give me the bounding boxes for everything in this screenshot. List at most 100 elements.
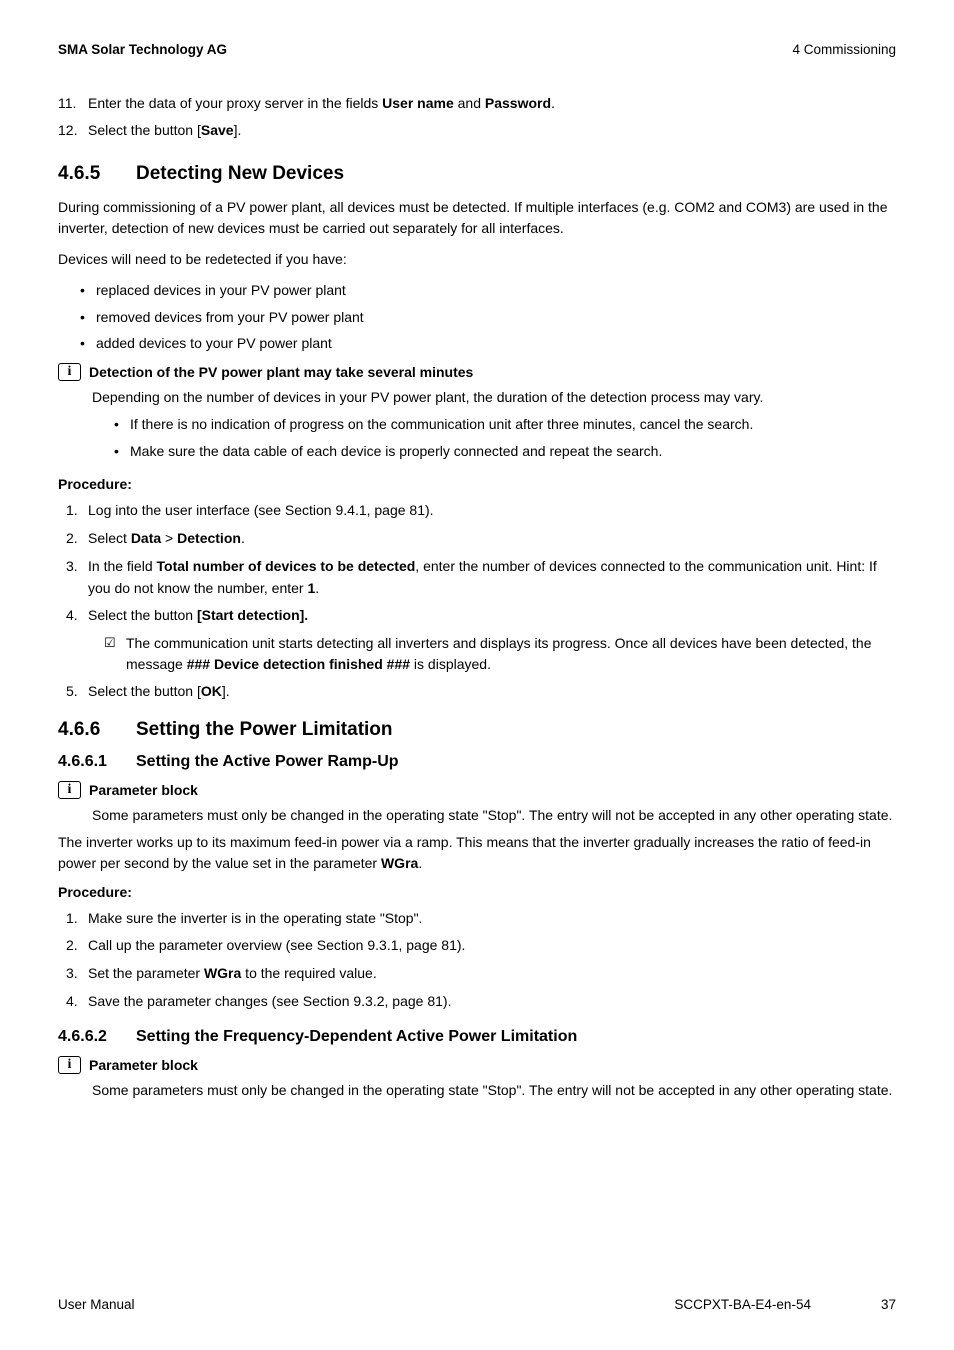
- heading-466: 4.6.6Setting the Power Limitation: [58, 719, 896, 741]
- text: Select: [88, 530, 131, 546]
- section-number: 4.6.6.1: [58, 753, 136, 771]
- list-item: 12. Select the button [Save].: [58, 120, 896, 141]
- section-title: Setting the Frequency-Dependent Active P…: [136, 1028, 577, 1045]
- list-item: added devices to your PV power plant: [80, 333, 896, 355]
- list-item: 5. Select the button [OK].: [58, 681, 896, 703]
- text-bold: ### Device detection finished ###: [187, 656, 410, 672]
- text: The inverter works up to its maximum fee…: [58, 834, 871, 871]
- text: Select the button: [88, 607, 197, 623]
- step-number: 1.: [66, 908, 78, 930]
- text-bold: OK: [201, 683, 222, 699]
- footer-left: User Manual: [58, 1297, 135, 1312]
- text-bold: WGra: [204, 965, 241, 981]
- step-number: 12.: [58, 120, 77, 141]
- list-item: removed devices from your PV power plant: [80, 307, 896, 329]
- section-title: Setting the Power Limitation: [136, 719, 393, 740]
- info-icon: i: [58, 363, 81, 381]
- footer-doc-id: SCCPXT-BA-E4-en-54: [674, 1297, 811, 1312]
- procedure-list: 1. Make sure the inverter is in the opera…: [58, 908, 896, 1013]
- text: is displayed.: [410, 656, 491, 672]
- note-body: Some parameters must only be changed in …: [92, 1080, 896, 1101]
- list-item: 1.Log into the user interface (see Secti…: [58, 500, 896, 522]
- text: Set the parameter: [88, 965, 204, 981]
- step-number: 5.: [66, 681, 78, 703]
- text: Enter the data of your proxy server in t…: [88, 95, 382, 111]
- procedure-list: 1.Log into the user interface (see Secti…: [58, 500, 896, 702]
- text-bold: Total number of devices to be detected: [157, 558, 416, 574]
- text-bold: Detection: [177, 530, 241, 546]
- list-item: 4. Select the button [Start detection]. T…: [58, 605, 896, 675]
- list-item: replaced devices in your PV power plant: [80, 280, 896, 302]
- note-body: Some parameters must only be changed in …: [92, 805, 896, 826]
- text: Save the parameter changes (see Section …: [88, 993, 451, 1009]
- text: Select the button [: [88, 122, 201, 138]
- list-item: 11. Enter the data of your proxy server …: [58, 93, 896, 114]
- info-icon: i: [58, 1056, 81, 1074]
- step-number: 3.: [66, 556, 78, 578]
- text-bold: [Start detection].: [197, 607, 308, 623]
- text: Make sure the inverter is in the operati…: [88, 910, 422, 926]
- text: to the required value.: [241, 965, 376, 981]
- section-number: 4.6.5: [58, 163, 136, 185]
- info-icon: i: [58, 781, 81, 799]
- section-number: 4.6.6: [58, 719, 136, 741]
- note-title: Detection of the PV power plant may take…: [89, 364, 473, 380]
- procedure-label: Procedure:: [58, 476, 896, 492]
- list-item: 2. Call up the parameter overview (see Se…: [58, 935, 896, 957]
- section-title: Setting the Active Power Ramp-Up: [136, 753, 399, 770]
- checkmark-sublist: The communication unit starts detecting …: [104, 633, 896, 675]
- list-item: Make sure the data cable of each device …: [114, 441, 896, 463]
- continued-steps: 11. Enter the data of your proxy server …: [58, 93, 896, 141]
- text: ].: [222, 683, 230, 699]
- note-body: Depending on the number of devices in yo…: [92, 387, 896, 408]
- text-bold: Data: [131, 530, 161, 546]
- text: .: [315, 580, 319, 596]
- text-bold: WGra: [381, 855, 418, 871]
- bullet-list: replaced devices in your PV power plant …: [80, 280, 896, 355]
- text: and: [454, 95, 485, 111]
- paragraph: Devices will need to be redetected if yo…: [58, 249, 896, 270]
- text: Call up the parameter overview (see Sect…: [88, 937, 465, 953]
- text-bold: Password: [485, 95, 551, 111]
- heading-4662: 4.6.6.2Setting the Frequency-Dependent A…: [58, 1028, 896, 1046]
- paragraph: During commissioning of a PV power plant…: [58, 197, 896, 239]
- footer-page-number: 37: [881, 1297, 896, 1312]
- list-item: The communication unit starts detecting …: [104, 633, 896, 675]
- list-item: If there is no indication of progress on…: [114, 414, 896, 436]
- list-item: 2. Select Data > Detection.: [58, 528, 896, 550]
- text: ].: [234, 122, 242, 138]
- section-number: 4.6.6.2: [58, 1028, 136, 1046]
- text-bold: User name: [382, 95, 454, 111]
- text: Select the button [: [88, 683, 201, 699]
- heading-465: 4.6.5Detecting New Devices: [58, 163, 896, 185]
- step-number: 2.: [66, 935, 78, 957]
- header-section: 4 Commissioning: [792, 42, 896, 57]
- section-title: Detecting New Devices: [136, 163, 344, 184]
- note-header: i Detection of the PV power plant may ta…: [58, 363, 896, 381]
- list-item: 3. In the field Total number of devices t…: [58, 556, 896, 599]
- list-item: 1. Make sure the inverter is in the opera…: [58, 908, 896, 930]
- text: .: [241, 530, 245, 546]
- step-number: 11.: [58, 93, 76, 114]
- step-number: 2.: [66, 528, 78, 550]
- list-item: 3. Set the parameter WGra to the required…: [58, 963, 896, 985]
- note-title: Parameter block: [89, 782, 198, 798]
- text-bold: Save: [201, 122, 234, 138]
- text: .: [418, 855, 422, 871]
- step-number: 3.: [66, 963, 78, 985]
- text: >: [161, 530, 177, 546]
- note-header: i Parameter block: [58, 1056, 896, 1074]
- text: Log into the user interface (see Section…: [88, 502, 434, 518]
- note-title: Parameter block: [89, 1057, 198, 1073]
- step-number: 4.: [66, 605, 78, 627]
- page-footer: User Manual SCCPXT-BA-E4-en-54 37: [58, 1297, 896, 1312]
- text: .: [551, 95, 555, 111]
- paragraph: The inverter works up to its maximum fee…: [58, 832, 896, 874]
- procedure-label: Procedure:: [58, 884, 896, 900]
- step-number: 4.: [66, 991, 78, 1013]
- header-company: SMA Solar Technology AG: [58, 42, 227, 57]
- list-item: 4. Save the parameter changes (see Sectio…: [58, 991, 896, 1013]
- text: In the field: [88, 558, 157, 574]
- note-header: i Parameter block: [58, 781, 896, 799]
- note-sublist: If there is no indication of progress on…: [114, 414, 896, 462]
